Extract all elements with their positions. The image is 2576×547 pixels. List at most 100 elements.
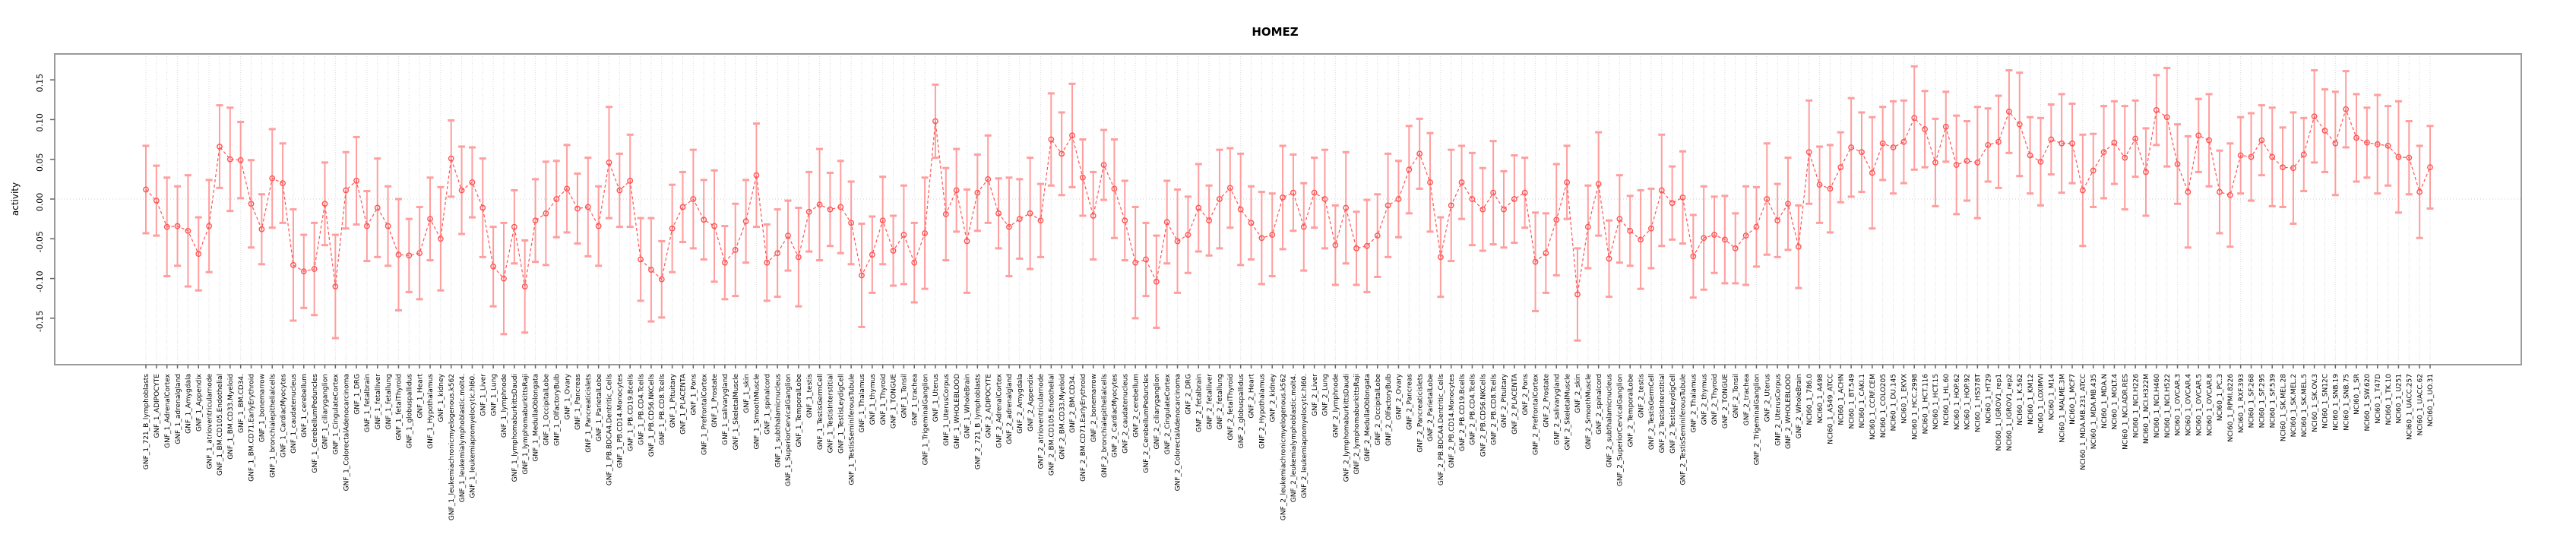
data-point [521,283,528,289]
data-point [1100,162,1107,168]
x-tick-label: GNF_1_BM.CD33.Myeloid [227,374,235,460]
data-point [1584,223,1591,230]
data-point [1016,216,1023,223]
data-point [1195,204,1202,211]
x-tick-label: GNF_2_trachea [1743,374,1751,425]
data-point [1805,149,1812,156]
data-point [280,180,286,186]
x-tick-label: GNF_1_subthalamicnucleus [774,374,782,468]
x-tick-label: GNF_1_fetalbrain [364,374,372,432]
data-point [1311,189,1318,196]
data-point [195,251,202,258]
x-tick-label: NCI60_1_UO.31 [2427,374,2435,426]
data-point [321,201,328,207]
data-point [1332,242,1339,248]
x-tick-label: NCI60_1_SNB.19 [2333,374,2340,431]
data-point [690,196,697,202]
x-tick-label: GNF_2_SkeletalMuscle [1564,374,1571,451]
data-point [553,196,560,202]
x-tick-label: GNF_2_skin [1574,374,1582,413]
x-tick-label: GNF_2_fetalliver [1206,374,1214,430]
data-point [2059,140,2065,147]
data-point [2217,188,2223,195]
data-point [490,264,497,270]
data-point [764,259,771,266]
x-tick-label: NCI60_1_M14 [2049,374,2056,420]
data-point [1985,141,1992,148]
x-tick-label: GNF_2_subthalamicnucleus [1606,374,1614,468]
x-tick-label: GNF_2_WholeBrain [1796,374,1803,438]
x-tick-label: NCI60_1_NCI.H522 [2164,374,2172,438]
data-point [479,204,486,211]
x-tick-label: GNF_1_bonemarrow [259,374,267,442]
x-tick-label: GNF_1_Liver [479,374,487,416]
x-tick-label: GNF_2_leukemiapromyelocytic.hl60. [1301,374,1309,498]
x-tick-label: GNF_2_PLACENTA [1511,373,1519,435]
x-ticks [145,365,2431,368]
x-tick-label: GNF_1_PLACENTA [680,373,688,435]
x-tick-label: GNF_2_PrefrontalCortex [1533,373,1540,455]
data-point [1953,162,1960,168]
data-point [2100,149,2107,156]
x-tick-label: GNF_2_fetalThyroid [1227,374,1235,441]
data-point [1521,189,1528,196]
data-point [1343,204,1350,211]
x-tick-label: NCI60_1_SW.620 [2364,374,2372,432]
x-tick-label: NCI60_1_DU.145 [1891,374,1898,431]
data-point [2069,140,2075,147]
data-point [2153,106,2160,113]
data-point [2280,164,2286,171]
x-tick-label: GNF_2_UterusCorpus [1774,374,1782,446]
data-point [290,261,296,268]
data-point [1816,182,1823,188]
x-tick-label: GNF_1_Heart [416,374,424,419]
data-point [248,201,255,207]
data-point [2090,167,2097,174]
data-point [2395,153,2402,160]
y-tick-label: 0.15 [35,74,45,93]
x-tick-label: GNF_2_TestisSeminiferousTubule [1680,374,1688,485]
data-point [1374,232,1381,239]
x-tick-label: GNF_1_721_B_lymphoblasts [143,374,150,470]
data-point [2237,152,2244,159]
y-tick-label: -0.05 [35,231,45,252]
data-point [1437,254,1444,261]
data-point [1774,217,1781,224]
x-tick-label: GNF_1_SkeletalMuscle [733,374,740,451]
data-point [2195,132,2202,139]
data-point [2132,135,2139,142]
data-point [1922,126,1928,132]
x-tick-label: GNF_1_Lung [490,374,498,416]
data-point [2363,139,2370,146]
data-point [1258,235,1265,242]
x-tick-label: GNF_1_SuperiorCervicalGanglion [785,374,793,486]
data-point [2079,187,2086,194]
y-tick-labels: 0.15 0.10 0.05 0.00 -0.05 -0.10 -0.15 [35,74,45,332]
x-tick-label: GNF_1_PB.CD19.Bcells [627,374,635,451]
data-point [501,275,507,282]
data-point [1721,236,1728,243]
x-tick-label: GNF_2_AdrenalCortex [995,373,1003,447]
x-tick-label: NCI60_1_T47D [2375,374,2382,424]
x-tick-label: GNF_2_caudatenucleus [1122,374,1129,454]
data-point [269,175,276,182]
data-point [2416,188,2423,195]
x-tick-label: GNF_2_Hypothalamus [1259,374,1267,449]
x-tick-label: GNF_1_PB.CD8.Tcells [659,374,666,445]
data-point [364,223,370,229]
x-tick-label: NCI60_1_NCI.H322M [2143,374,2150,444]
data-point [2143,169,2149,175]
x-tick-label: GNF_1_BM.CD105.Endothelial [217,374,224,476]
x-tick-label: NCI60_1_RXF.393 [2238,374,2245,433]
x-tick-label: GNF_2_kidney [1269,373,1277,422]
x-tick-label: GNF_2_atrioventricularnode [1038,374,1046,470]
data-point [1217,196,1223,202]
x-tick-label: GNF_1_BM.CD71.EarlyErythroid [248,374,256,482]
x-tick-label: GNF_2_Liver [1312,374,1319,416]
data-point [1416,150,1423,157]
x-tick-label: GNF_1_Thalamus [859,374,866,433]
x-tick-label: GNF_1_fetalliver [375,374,382,430]
data-point [964,238,970,245]
y-tick-label: -0.10 [35,270,45,292]
